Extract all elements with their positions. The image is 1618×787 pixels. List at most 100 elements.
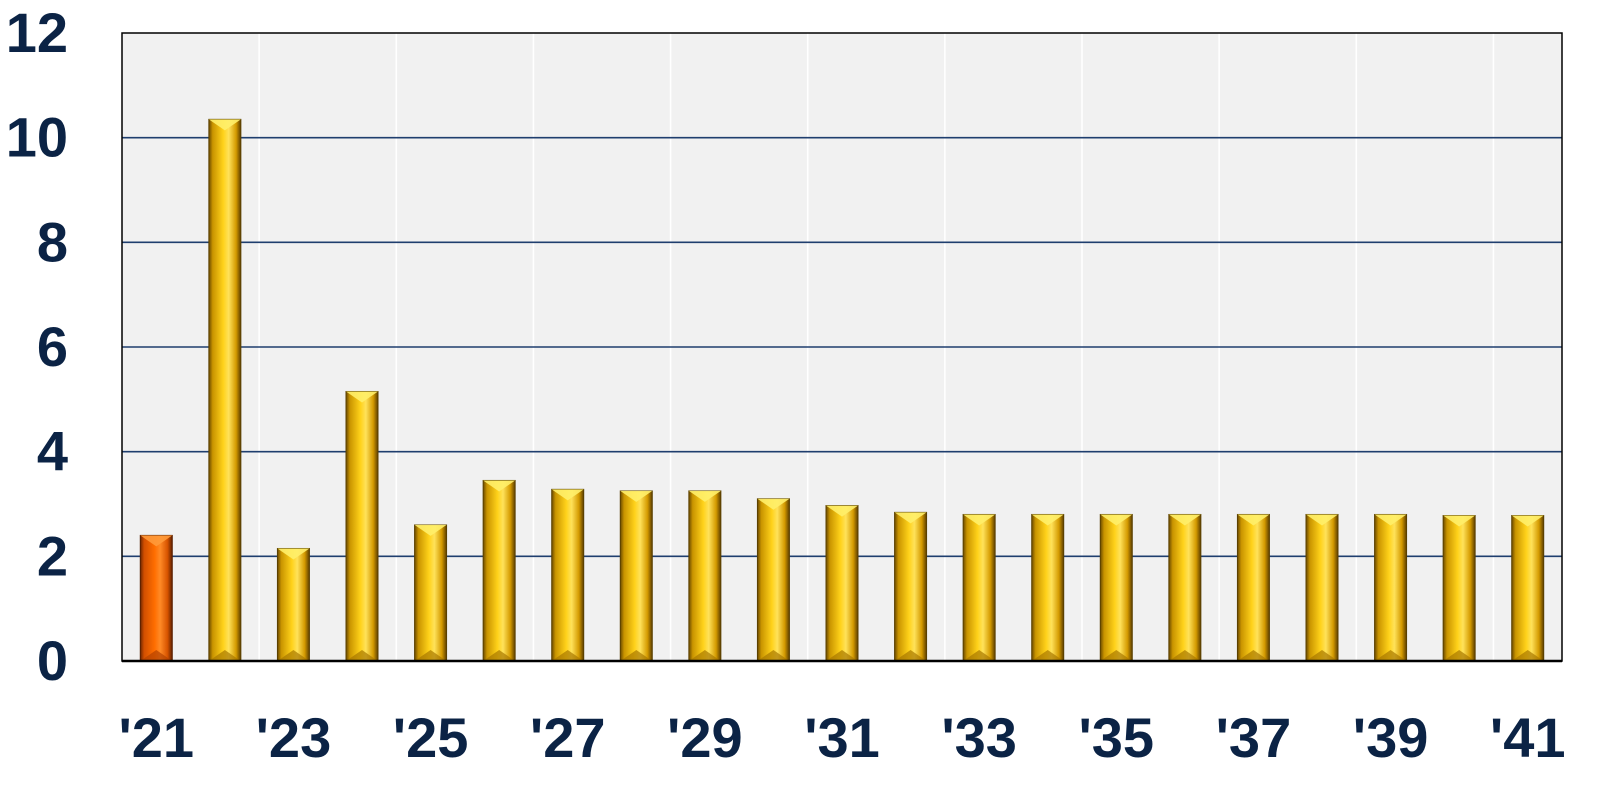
bar-'30	[756, 498, 790, 662]
x-axis-tick-labels: '21 '23 '25 '27 '29 '31 '33 '35 '37 '39 '41	[118, 706, 1565, 769]
x-tick-label: '41	[1490, 706, 1566, 769]
bar-body	[139, 534, 173, 662]
bar-'28	[619, 490, 653, 662]
bar-base	[1100, 650, 1133, 661]
x-tick-label: '21	[118, 706, 194, 769]
bar-cap	[894, 512, 927, 524]
bar-body	[1168, 513, 1202, 662]
bar-cap	[1100, 514, 1133, 526]
bar-'23	[276, 547, 310, 662]
bar-'41	[1511, 515, 1545, 662]
bar-cap	[208, 119, 241, 131]
bar-'29	[688, 490, 722, 662]
y-tick-label: 2	[37, 524, 68, 587]
bar-'24	[345, 390, 379, 662]
bar-base	[757, 650, 790, 661]
y-tick-label: 10	[6, 106, 68, 169]
bar-'38	[1305, 513, 1339, 662]
bar-base	[140, 650, 173, 661]
x-tick-label: '31	[804, 706, 880, 769]
bar-'31	[825, 505, 859, 662]
x-tick-label: '39	[1353, 706, 1429, 769]
x-tick-label: '35	[1078, 706, 1154, 769]
axes	[121, 32, 1563, 663]
bar-base	[1306, 650, 1338, 661]
bar-'35	[1099, 513, 1133, 662]
bar-body	[688, 490, 722, 662]
bar-body	[414, 524, 448, 662]
bar-base	[894, 650, 927, 661]
bar-body	[1031, 513, 1065, 662]
bar-cap	[277, 548, 310, 560]
bar-cap	[1237, 514, 1270, 526]
bar-base	[688, 650, 721, 661]
bar-body	[1442, 515, 1476, 662]
bar-body	[1236, 513, 1270, 662]
bar-cap	[1031, 514, 1064, 526]
bar-base	[1031, 650, 1064, 661]
bar-cap	[1374, 514, 1407, 526]
bar-base	[1237, 650, 1270, 661]
bar-'39	[1374, 513, 1408, 662]
bar-base	[208, 650, 241, 661]
bar-base	[1168, 650, 1201, 661]
y-tick-label: 4	[37, 420, 68, 483]
bar-base	[1443, 650, 1476, 661]
bar-body	[1511, 515, 1545, 662]
bar-cap	[140, 535, 173, 547]
y-axis-tick-labels: 0 2 4 6 8 10 12	[6, 1, 68, 692]
bar-body	[482, 479, 516, 662]
bar-cap	[1306, 514, 1338, 526]
bar-'32	[894, 511, 928, 662]
bar-body	[276, 547, 310, 662]
bar-cap	[963, 514, 996, 526]
x-tick-label: '33	[941, 706, 1017, 769]
bar-body	[619, 490, 653, 662]
bar-'27	[551, 488, 585, 662]
y-tick-label: 8	[37, 210, 68, 273]
bar-body	[825, 505, 859, 662]
bar-'26	[482, 479, 516, 662]
bar-cap	[688, 490, 721, 502]
x-tick-label: '29	[667, 706, 743, 769]
bar-base	[551, 650, 584, 661]
bar-cap	[551, 489, 584, 501]
bar-base	[1374, 650, 1407, 661]
bar-base	[277, 650, 310, 661]
bar-base	[483, 650, 516, 661]
bar-'21	[139, 534, 173, 662]
bars	[139, 118, 1545, 662]
bar-base	[963, 650, 996, 661]
x-tick-label: '25	[393, 706, 469, 769]
bar-base	[826, 650, 858, 661]
bar-body	[1305, 513, 1339, 662]
bar-'34	[1031, 513, 1065, 662]
bar-body	[894, 511, 928, 662]
bar-body	[1374, 513, 1408, 662]
bar-cap	[414, 524, 447, 536]
bar-base	[414, 650, 447, 661]
bar-cap	[826, 505, 858, 517]
bar-body	[551, 488, 585, 662]
bar-'33	[962, 513, 996, 662]
x-tick-label: '37	[1216, 706, 1292, 769]
bar-body	[962, 513, 996, 662]
bar-'25	[414, 524, 448, 662]
bar-cap	[1168, 514, 1201, 526]
x-tick-label: '23	[256, 706, 332, 769]
y-tick-label: 6	[37, 315, 68, 378]
bar-cap	[483, 480, 516, 492]
bar-body	[345, 390, 379, 662]
bar-body	[1099, 513, 1133, 662]
bar-cap	[1511, 515, 1544, 527]
bar-cap	[1443, 515, 1476, 527]
bar-cap	[757, 498, 790, 510]
bar-'37	[1236, 513, 1270, 662]
y-tick-label: 12	[6, 1, 68, 64]
bar-cap	[620, 490, 653, 502]
bar-base	[620, 650, 653, 661]
bar-cap	[346, 391, 378, 403]
x-tick-label: '27	[530, 706, 606, 769]
